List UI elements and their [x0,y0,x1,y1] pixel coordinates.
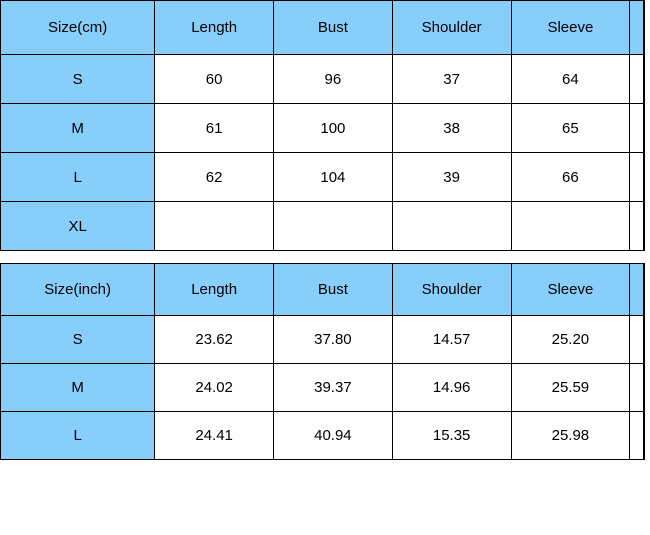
cell-sleeve: 25.98 [511,412,630,460]
cell-shoulder: 14.57 [392,316,511,364]
header-sleeve: Sleeve [511,264,630,316]
table-row: L 62 104 39 66 [1,153,645,202]
cell-extra [630,364,644,412]
cell-bust: 39.37 [274,364,393,412]
cell-size: S [1,316,155,364]
cell-bust: 104 [274,153,393,202]
cell-extra [630,104,644,153]
cell-length: 61 [155,104,274,153]
size-table-cm: Size(cm) Length Bust Shoulder Sleeve S 6… [0,0,645,251]
header-length: Length [155,1,274,55]
size-table-inch: Size(inch) Length Bust Shoulder Sleeve S… [0,263,645,460]
cell-sleeve: 66 [511,153,630,202]
header-shoulder: Shoulder [392,1,511,55]
header-length: Length [155,264,274,316]
cell-length [155,202,274,251]
cell-sleeve: 25.20 [511,316,630,364]
table-row: XL [1,202,645,251]
header-bust: Bust [274,1,393,55]
cell-bust [274,202,393,251]
cell-shoulder: 14.96 [392,364,511,412]
table-row: S 23.62 37.80 14.57 25.20 [1,316,645,364]
cell-length: 24.41 [155,412,274,460]
cell-shoulder: 37 [392,55,511,104]
table-row: M 24.02 39.37 14.96 25.59 [1,364,645,412]
cell-size: M [1,364,155,412]
cell-extra [630,153,644,202]
cell-sleeve [511,202,630,251]
cell-bust: 100 [274,104,393,153]
header-sleeve: Sleeve [511,1,630,55]
header-size: Size(cm) [1,1,155,55]
cell-length: 24.02 [155,364,274,412]
header-size: Size(inch) [1,264,155,316]
cell-size: L [1,153,155,202]
header-extra [630,1,644,55]
cell-bust: 40.94 [274,412,393,460]
cell-size: XL [1,202,155,251]
cell-extra [630,202,644,251]
cell-size: M [1,104,155,153]
cell-shoulder: 38 [392,104,511,153]
cell-extra [630,55,644,104]
cell-bust: 96 [274,55,393,104]
cell-length: 60 [155,55,274,104]
cell-bust: 37.80 [274,316,393,364]
header-bust: Bust [274,264,393,316]
cell-shoulder: 39 [392,153,511,202]
header-shoulder: Shoulder [392,264,511,316]
cell-extra [630,412,644,460]
cell-sleeve: 65 [511,104,630,153]
header-extra [630,264,644,316]
cell-shoulder: 15.35 [392,412,511,460]
cell-sleeve: 64 [511,55,630,104]
cell-extra [630,316,644,364]
table-row: S 60 96 37 64 [1,55,645,104]
cell-length: 23.62 [155,316,274,364]
cell-size: S [1,55,155,104]
cell-length: 62 [155,153,274,202]
table-row: M 61 100 38 65 [1,104,645,153]
cell-shoulder [392,202,511,251]
table-row: L 24.41 40.94 15.35 25.98 [1,412,645,460]
table-header-row: Size(cm) Length Bust Shoulder Sleeve [1,1,645,55]
table-header-row: Size(inch) Length Bust Shoulder Sleeve [1,264,645,316]
cell-sleeve: 25.59 [511,364,630,412]
cell-size: L [1,412,155,460]
table-gap [0,251,650,263]
